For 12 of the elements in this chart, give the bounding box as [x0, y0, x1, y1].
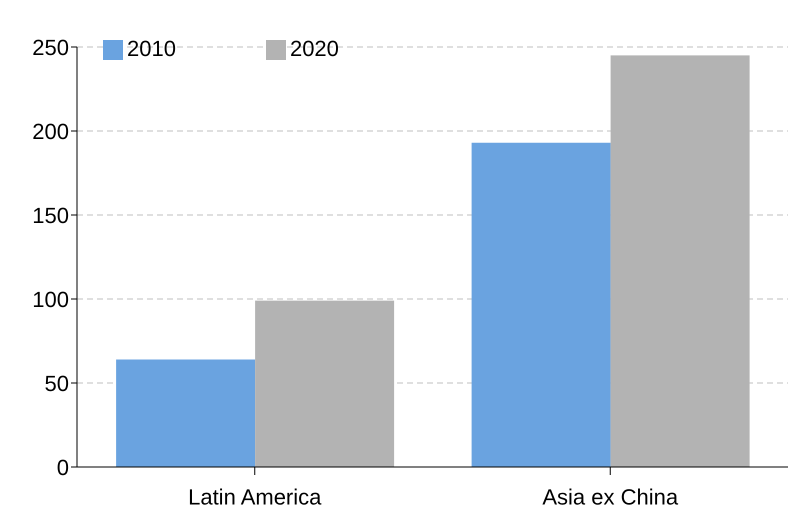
y-tick-label: 50 — [44, 370, 69, 396]
y-tick-label: 250 — [32, 34, 69, 60]
bar — [116, 359, 256, 467]
legend-label: 2010 — [127, 36, 176, 61]
y-tick-label: 200 — [32, 118, 69, 144]
y-tick-label: 150 — [32, 202, 69, 228]
legend-label: 2020 — [290, 36, 339, 61]
y-tick-label: 0 — [56, 454, 69, 480]
bar — [472, 142, 611, 467]
y-tick-label: 100 — [32, 286, 69, 312]
x-tick-label: Asia ex China — [542, 484, 679, 510]
x-tick-label: Latin America — [188, 484, 322, 510]
